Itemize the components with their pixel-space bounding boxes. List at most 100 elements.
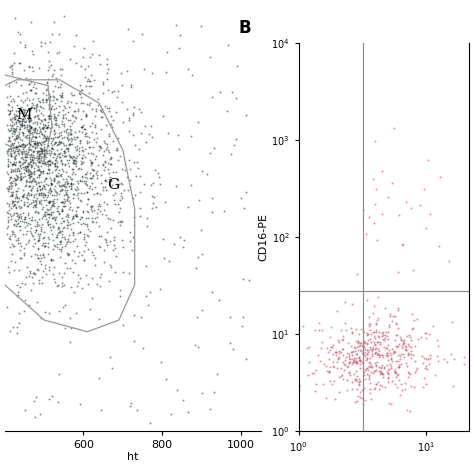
Point [374, 379, 382, 386]
Point [352, 375, 359, 383]
Point [105, 146, 112, 154]
Point [26, 158, 33, 165]
Point [32, 142, 39, 149]
Point [50, 174, 58, 182]
Point [29, 125, 36, 133]
Point [199, 389, 206, 396]
Point [371, 200, 379, 208]
Point [22, 44, 29, 51]
Point [11, 161, 19, 168]
Point [11, 114, 19, 121]
Point [420, 355, 428, 362]
Point [38, 130, 46, 138]
Point [13, 176, 21, 183]
Point [411, 357, 419, 365]
Point [65, 231, 73, 239]
Point [28, 184, 36, 192]
Point [72, 114, 80, 121]
Point [36, 132, 43, 140]
Point [114, 156, 122, 164]
Point [348, 385, 356, 392]
Point [97, 243, 104, 251]
Point [24, 219, 31, 227]
Point [198, 22, 205, 30]
Point [73, 146, 81, 153]
Point [8, 250, 16, 257]
Point [337, 348, 345, 356]
Point [33, 149, 41, 156]
Point [9, 211, 17, 219]
Point [80, 236, 88, 243]
Point [45, 105, 53, 112]
Point [84, 195, 92, 203]
Point [9, 128, 17, 135]
Point [70, 108, 78, 115]
Point [41, 242, 48, 249]
Point [228, 89, 236, 96]
Point [23, 164, 31, 171]
Point [33, 187, 40, 194]
Point [103, 121, 110, 129]
Point [30, 164, 38, 172]
Point [312, 380, 319, 388]
Point [361, 353, 369, 360]
Point [199, 250, 206, 257]
Point [52, 114, 59, 121]
Point [348, 329, 356, 337]
Point [383, 368, 391, 376]
Point [89, 185, 96, 192]
Point [346, 359, 353, 366]
Point [93, 189, 100, 197]
Point [25, 237, 32, 244]
Point [4, 100, 11, 108]
Point [13, 323, 21, 331]
Point [84, 232, 91, 239]
Point [24, 171, 32, 179]
Point [27, 155, 34, 163]
Point [21, 201, 28, 209]
Point [192, 264, 200, 272]
Point [79, 152, 87, 159]
Point [15, 234, 22, 242]
Point [370, 367, 378, 375]
Point [99, 78, 107, 86]
Point [16, 177, 23, 184]
Point [44, 121, 51, 129]
Point [109, 191, 116, 199]
Point [365, 359, 373, 366]
Point [62, 190, 70, 198]
Point [24, 131, 31, 138]
Point [368, 363, 375, 371]
Point [335, 347, 343, 355]
Point [356, 342, 363, 350]
Point [32, 227, 40, 234]
Point [39, 104, 47, 112]
Point [355, 354, 362, 361]
Point [67, 140, 74, 148]
Point [99, 186, 107, 193]
Point [104, 215, 111, 222]
Point [59, 113, 66, 121]
Point [16, 59, 24, 67]
Point [29, 119, 36, 127]
Point [32, 216, 39, 224]
Point [12, 176, 20, 183]
Point [385, 400, 393, 407]
Point [295, 381, 302, 389]
Point [30, 126, 38, 134]
Point [146, 130, 153, 137]
Point [6, 232, 14, 239]
Point [37, 147, 45, 155]
Point [45, 114, 53, 122]
Point [391, 369, 399, 376]
Point [20, 146, 27, 153]
Point [109, 117, 117, 124]
Point [55, 181, 63, 189]
Point [65, 197, 73, 205]
Point [378, 361, 385, 369]
Point [353, 377, 361, 384]
Point [30, 80, 38, 88]
Point [136, 146, 143, 153]
Point [7, 141, 15, 149]
Point [16, 143, 24, 150]
